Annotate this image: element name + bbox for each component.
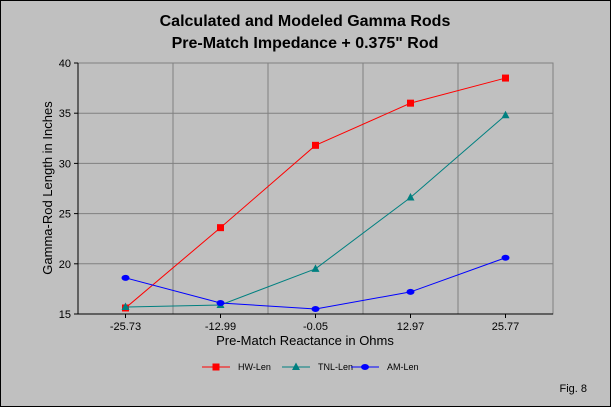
y-tick-label: 25 xyxy=(59,209,71,221)
data-point-tnl-len xyxy=(121,302,130,310)
chart-title: Calculated and Modeled Gamma Rods xyxy=(160,13,451,30)
x-axis-ticks: -25.73 -12.99 -0.05 12.97 25.77 xyxy=(110,314,519,333)
legend-label-hw-len: HW-Len xyxy=(238,362,271,372)
legend-label-tnl-len: TNL-Len xyxy=(318,362,353,372)
data-point-hw-len xyxy=(217,224,224,232)
data-point-tnl-len xyxy=(311,264,320,272)
data-point-hw-len xyxy=(312,141,319,149)
series-am-len xyxy=(121,254,510,312)
legend-marker-tnl-len xyxy=(292,362,300,370)
gridlines xyxy=(77,62,554,315)
data-point-hw-len xyxy=(502,74,509,82)
x-tick-label: -12.99 xyxy=(205,321,236,333)
x-tick-label: -0.05 xyxy=(303,321,328,333)
data-point-am-len xyxy=(406,288,415,295)
data-point-hw-len xyxy=(407,99,414,107)
data-point-am-len xyxy=(501,254,510,261)
y-axis-label: Gamma-Rod Length in Inches xyxy=(40,101,55,275)
x-tick-label: 25.77 xyxy=(492,321,520,333)
series-group xyxy=(121,74,510,312)
y-axis-ticks: 15 20 25 30 35 40 xyxy=(59,58,78,321)
x-tick-label: -25.73 xyxy=(110,321,141,333)
y-tick-label: 40 xyxy=(59,58,71,70)
y-tick-label: 30 xyxy=(59,158,71,170)
data-point-am-len xyxy=(216,299,225,306)
y-tick-label: 15 xyxy=(59,309,71,321)
legend-label-am-len: AM-Len xyxy=(387,362,419,372)
figure-label: Fig. 8 xyxy=(559,383,587,395)
x-axis-label: Pre-Match Reactance in Ohms xyxy=(216,333,394,348)
data-point-am-len xyxy=(121,274,130,281)
data-point-tnl-len xyxy=(406,193,415,201)
legend-item-tnl-len: TNL-Len xyxy=(282,362,353,372)
series-tnl-len xyxy=(121,110,510,310)
legend-marker-am-len xyxy=(361,364,369,370)
data-point-am-len xyxy=(311,305,320,312)
legend: HW-Len TNL-Len AM-Len xyxy=(202,362,419,372)
plot-area xyxy=(77,62,554,315)
data-point-tnl-len xyxy=(501,110,510,119)
chart-subtitle: Pre-Match Impedance + 0.375" Rod xyxy=(172,35,439,52)
y-tick-label: 35 xyxy=(59,108,71,120)
y-tick-label: 20 xyxy=(59,259,71,271)
legend-item-hw-len: HW-Len xyxy=(202,362,271,372)
legend-item-am-len: AM-Len xyxy=(351,362,419,372)
x-tick-label: 12.97 xyxy=(397,321,425,333)
legend-marker-hw-len xyxy=(212,363,220,371)
